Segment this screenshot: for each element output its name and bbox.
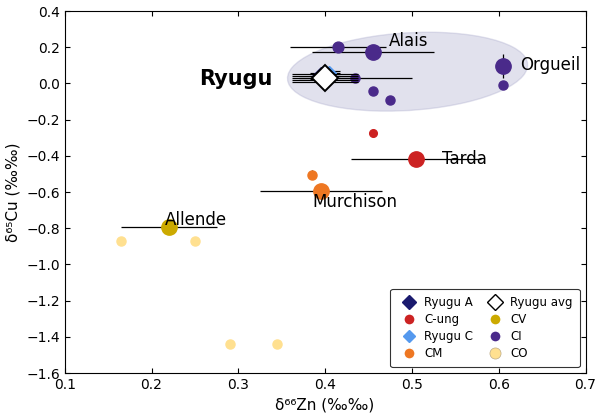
X-axis label: δ⁶⁶Zn (‰‰): δ⁶⁶Zn (‰‰) bbox=[276, 398, 374, 413]
Y-axis label: δ⁶⁵Cu (‰‰): δ⁶⁵Cu (‰‰) bbox=[5, 142, 20, 242]
Text: Allende: Allende bbox=[164, 211, 227, 229]
Text: Orgueil: Orgueil bbox=[520, 56, 580, 74]
Text: Ryugu: Ryugu bbox=[199, 69, 273, 89]
Text: Murchison: Murchison bbox=[312, 193, 397, 211]
Text: Alais: Alais bbox=[388, 32, 428, 50]
Legend: Ryugu A, C-ung, Ryugu C, CM, Ryugu avg, CV, CI, CO: Ryugu A, C-ung, Ryugu C, CM, Ryugu avg, … bbox=[390, 288, 580, 367]
Text: Tarda: Tarda bbox=[442, 150, 487, 168]
Ellipse shape bbox=[288, 32, 527, 111]
